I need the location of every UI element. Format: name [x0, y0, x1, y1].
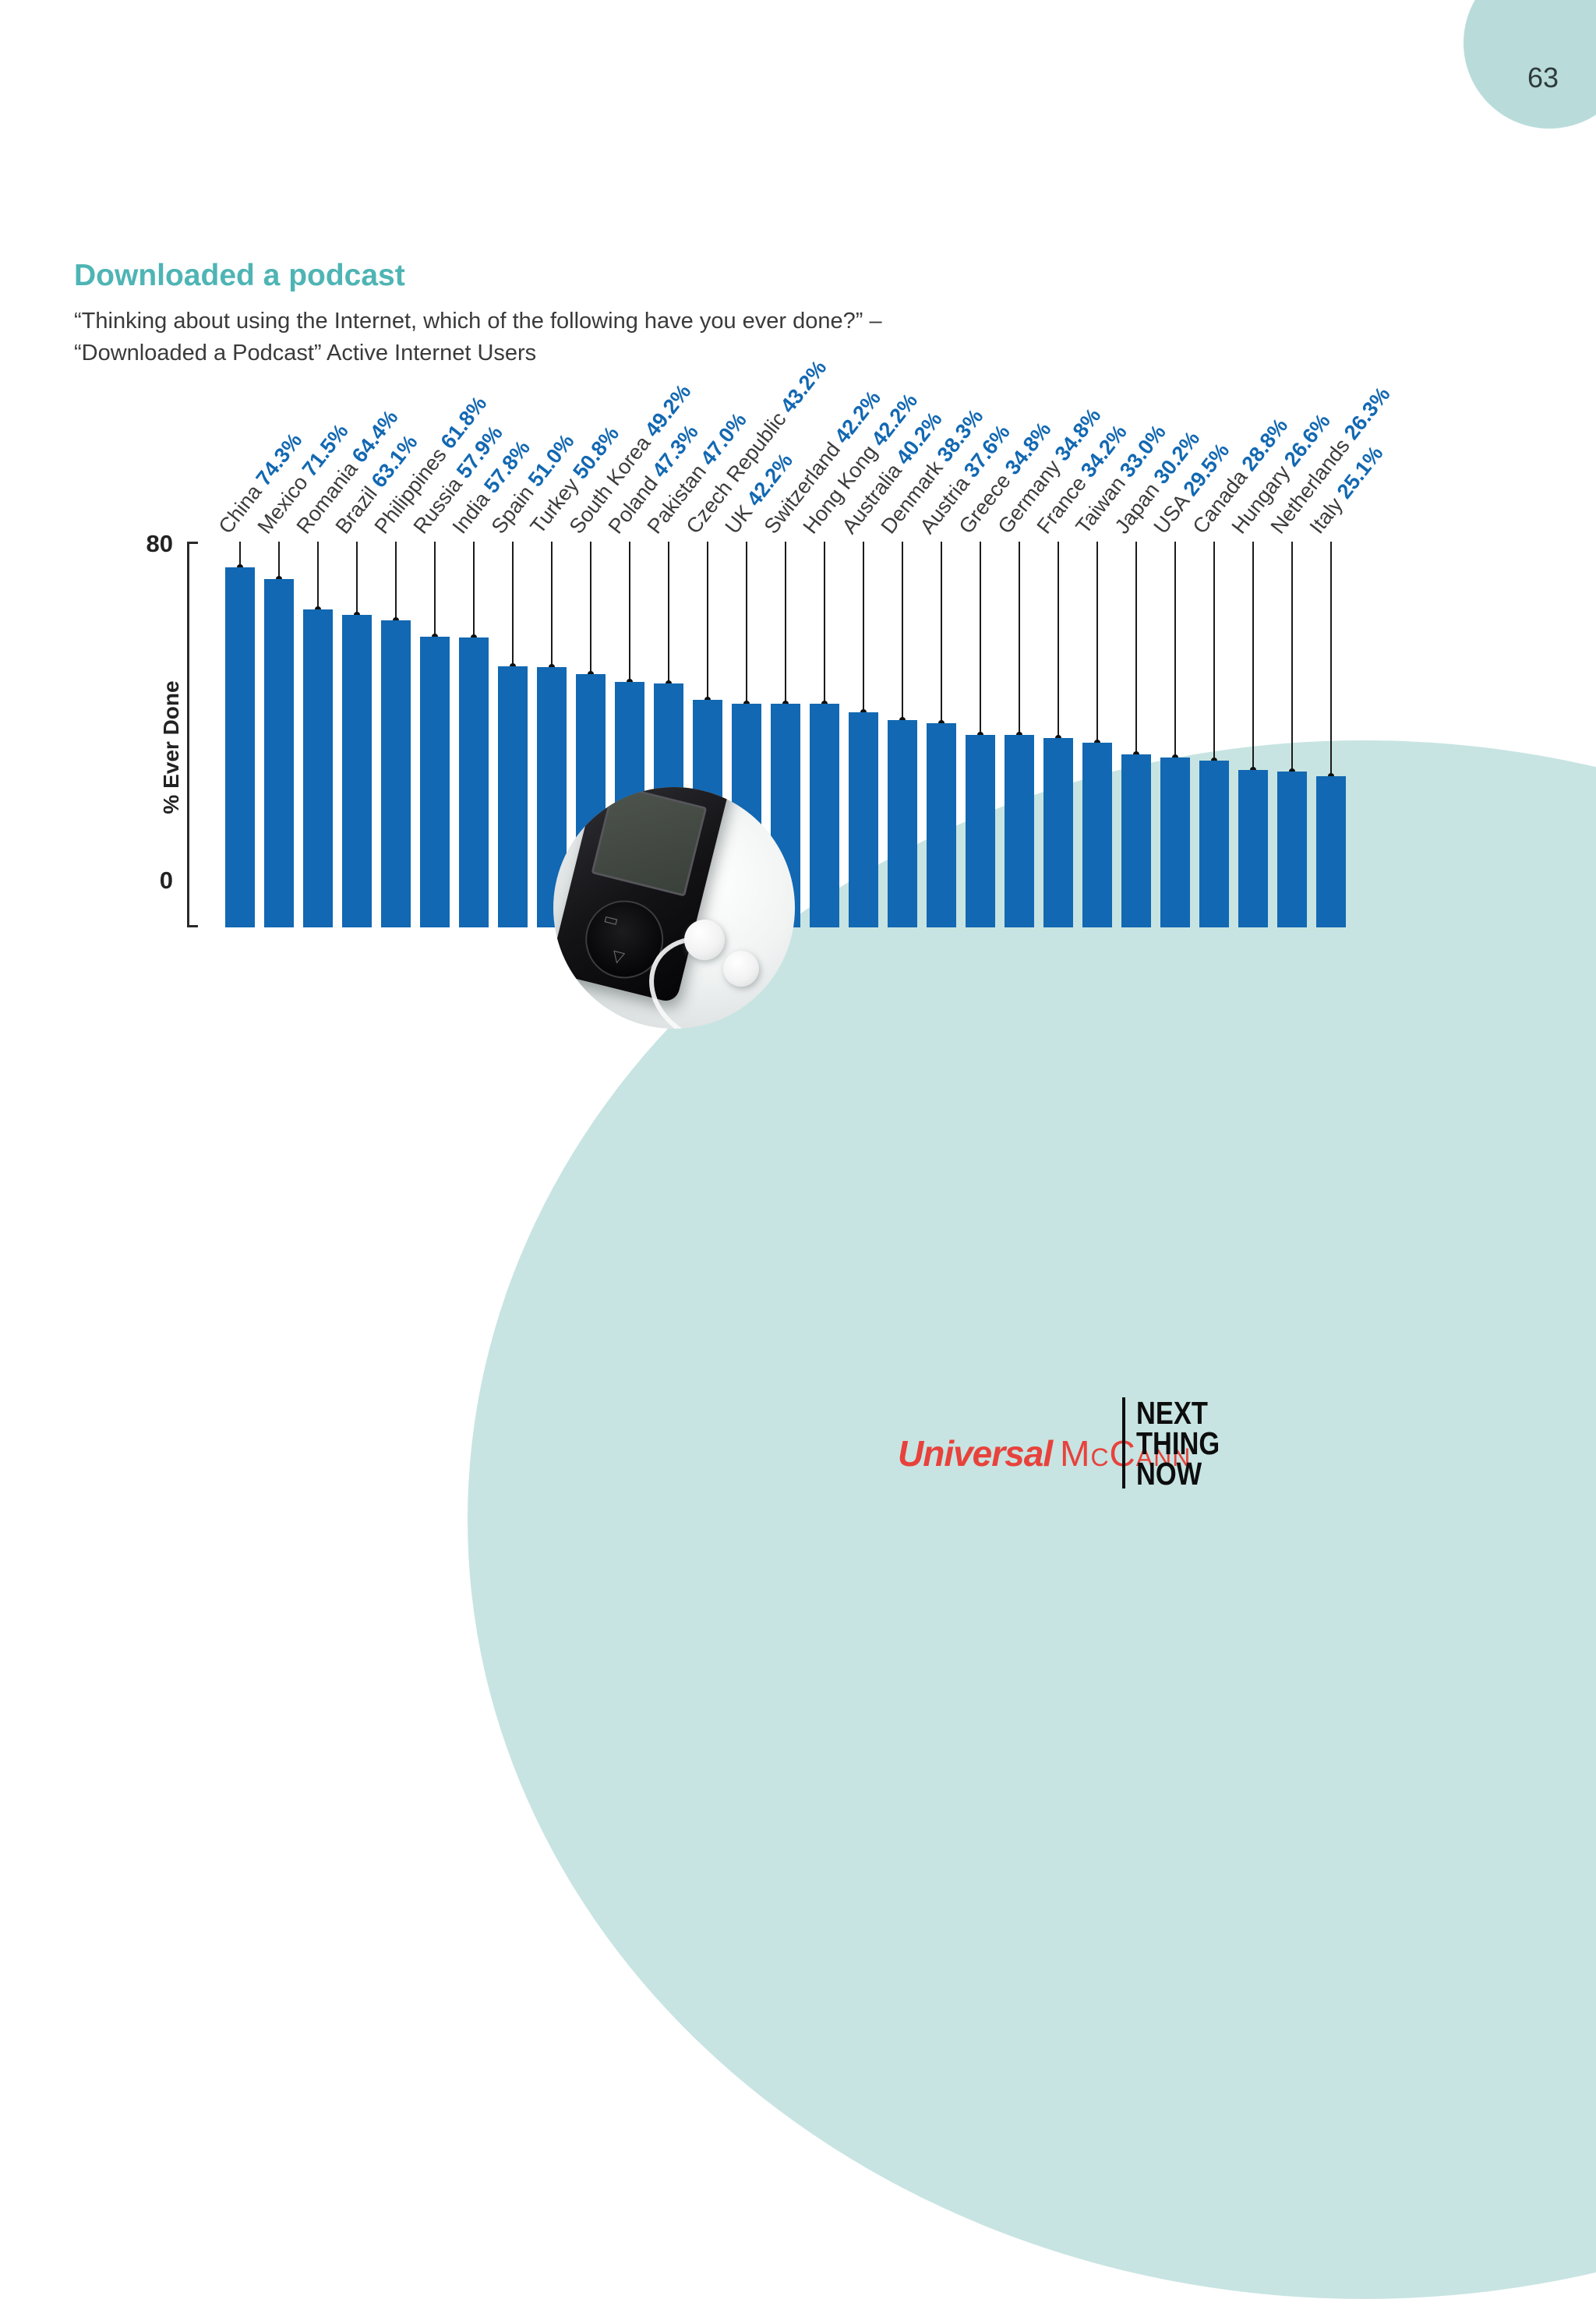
leader-line: [395, 542, 397, 619]
bar-group-hungary: Hungary 26.6%: [1227, 409, 1335, 927]
leader-line: [551, 542, 553, 666]
earbud-icon: [723, 951, 759, 987]
bar-group-denmark: Denmark 38.3%: [877, 404, 987, 927]
bar-group-usa: USA 29.5%: [1149, 439, 1234, 927]
leader-line: [1019, 542, 1020, 733]
leader-line: [473, 542, 475, 635]
bar-group-austria: Austria 37.6%: [916, 420, 1015, 927]
subtitle-line-1: “Thinking about using the Internet, whic…: [74, 309, 882, 334]
bar-group-turkey: Turkey 50.8%: [526, 422, 623, 927]
bar: [1238, 770, 1268, 927]
bar: [849, 712, 878, 927]
bar: [1043, 737, 1073, 927]
leader-line: [1135, 542, 1137, 753]
bar-group-japan: Japan 30.2%: [1110, 427, 1204, 927]
bar: [1005, 735, 1034, 927]
bar-group-india: India 57.8%: [448, 436, 535, 927]
bar-group-brazil: Brazil 63.1%: [331, 430, 422, 927]
bar-group-germany: Germany 34.8%: [994, 404, 1105, 927]
bar: [342, 615, 372, 927]
leader-line: [1174, 542, 1176, 756]
bar-group-philippines: Philippines 61.8%: [370, 392, 491, 927]
tagline-line: NOW: [1136, 1455, 1202, 1492]
leader-line: [278, 542, 280, 577]
brand-universal: Universal: [898, 1433, 1053, 1474]
bar: [1316, 776, 1346, 927]
podcast-player-photo: ▭ ▽: [553, 787, 795, 1029]
leader-line: [785, 542, 786, 701]
leader-line: [1291, 542, 1293, 769]
leader-line: [746, 542, 747, 701]
leader-line: [707, 542, 708, 697]
leader-line: [629, 542, 630, 680]
leader-line: [434, 542, 436, 635]
bar: [381, 620, 411, 927]
leader-line: [941, 542, 942, 722]
bar: [264, 579, 294, 927]
bar: [810, 704, 839, 927]
bar-group-china: China 74.3%: [214, 429, 306, 927]
bar: [420, 637, 450, 927]
leader-line: [512, 542, 514, 665]
leader-line: [1252, 542, 1254, 768]
leader-line: [902, 542, 903, 719]
bar-group-italy: Italy 25.1%: [1305, 442, 1387, 927]
leader-line: [980, 542, 981, 733]
player-play-icon: ▽: [610, 947, 627, 967]
logo-divider: [1122, 1397, 1125, 1489]
player-menu-icon: ▭: [602, 909, 620, 931]
leader-line: [1096, 542, 1098, 741]
bar: [888, 720, 917, 927]
subtitle-line-2: “Downloaded a Podcast” Active Internet U…: [74, 340, 537, 366]
bars-container: China 74.3% Mexico 71.5% Romania 64.4% Braz…: [214, 356, 1395, 927]
page-number: 63: [1527, 62, 1559, 94]
leader-line: [668, 542, 669, 681]
bar: [1121, 754, 1151, 927]
leader-line: [317, 542, 319, 608]
earbud-icon: [684, 920, 725, 960]
leader-line: [863, 542, 864, 710]
bar: [1277, 771, 1307, 927]
player-screen: [591, 787, 708, 897]
bar-group-mexico: Mexico 71.5%: [253, 419, 353, 927]
y-axis-tick-min: 0: [159, 867, 173, 894]
bar: [498, 666, 528, 927]
leader-line: [1058, 542, 1059, 736]
next-thing-now-tagline: NEXT THING NOW: [1136, 1395, 1220, 1492]
leader-line: [1213, 542, 1215, 759]
bar: [459, 637, 489, 927]
bar-group-hong-kong: Hong Kong 42.2%: [799, 389, 922, 927]
leader-line: [824, 542, 825, 701]
bar-group-russia: Russia 57.9%: [409, 422, 507, 927]
bar-group-netherlands: Netherlands 26.3%: [1266, 383, 1395, 927]
bar-group-spain: Spain 51.0%: [487, 429, 578, 927]
bar-group-canada: Canada 28.8%: [1188, 414, 1292, 927]
report-page: { "page": { "number": "63" }, "header": …: [74, 0, 1596, 2299]
chart-title: Downloaded a podcast: [74, 259, 405, 292]
bar: [966, 735, 995, 927]
bar: [1199, 761, 1229, 927]
bar: [303, 609, 333, 927]
leader-line: [1330, 542, 1332, 775]
bar-group-france: France 34.2%: [1033, 420, 1132, 927]
leader-line: [356, 542, 358, 613]
header: Downloaded a podcast “Thinking about usi…: [74, 259, 882, 369]
bar-group-romania: Romania 64.4%: [292, 406, 402, 927]
bar-group-taiwan: Taiwan 33.0%: [1072, 420, 1171, 927]
bar-group-australia: Australia 40.2%: [838, 408, 947, 927]
tagline-line: THING: [1136, 1425, 1220, 1461]
y-axis-tick-max: 80: [146, 530, 173, 557]
page-number-badge: 63: [1464, 0, 1596, 129]
leader-line: [590, 542, 591, 672]
leader-line: [239, 542, 241, 566]
bar: [225, 567, 255, 927]
y-axis-bracket: [187, 542, 198, 927]
tagline-line: NEXT: [1136, 1395, 1208, 1431]
bar-group-greece: Greece 34.8%: [955, 418, 1055, 927]
bar: [1082, 743, 1112, 927]
bar: [927, 723, 956, 927]
y-axis-label: % Ever Done: [159, 680, 183, 814]
bar: [1160, 758, 1190, 927]
